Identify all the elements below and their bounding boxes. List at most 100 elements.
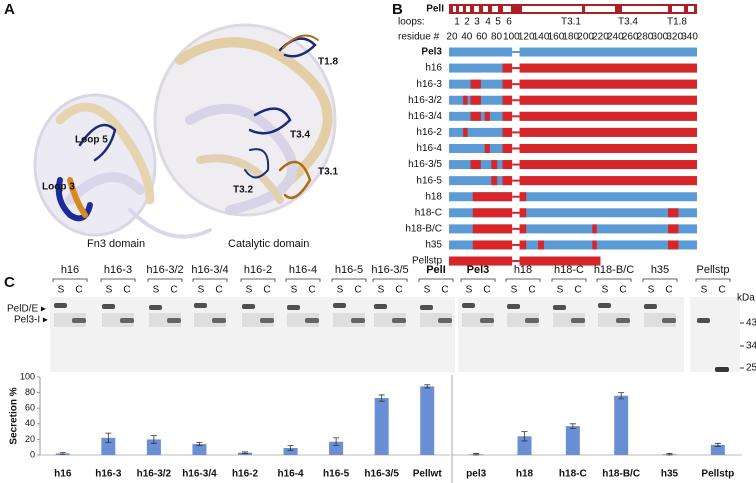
- lane-sub: S: [648, 285, 655, 296]
- y-axis-label: Secretion %: [9, 387, 20, 444]
- y-tick-label: 20: [25, 434, 35, 444]
- domain-caption: Catalytic domain: [228, 238, 309, 250]
- gel-band: [438, 318, 452, 323]
- residue-tick: 20: [446, 32, 458, 43]
- gel-band: [616, 318, 630, 323]
- y-tick-label: 60: [25, 403, 35, 413]
- pel1-segment: [472, 208, 527, 218]
- pel1-segment: [491, 160, 498, 170]
- gel-band: [260, 318, 274, 323]
- lane-sub: S: [511, 285, 518, 296]
- residue-tick: 100: [503, 32, 520, 43]
- lane-sub: C: [170, 285, 177, 296]
- panel-label: A: [4, 1, 15, 18]
- bar: [329, 441, 344, 455]
- lane-header: PelI: [426, 264, 446, 276]
- lane-sub: C: [619, 285, 626, 296]
- gel-right: [458, 297, 684, 372]
- lane-bracket: [642, 278, 678, 282]
- error-bar: [105, 432, 112, 443]
- lane-sub: S: [198, 285, 205, 296]
- region-label: T1.8: [667, 17, 687, 28]
- marker-label: 34: [746, 341, 756, 352]
- lane-bracket: [240, 278, 276, 282]
- residue-tick: 320: [666, 32, 683, 43]
- error-bar: [424, 384, 431, 389]
- error-bar: [569, 423, 576, 429]
- loop-number: 3: [474, 17, 480, 28]
- gel-smear: [553, 313, 585, 327]
- lane-bracket: [695, 278, 731, 282]
- construct-name: h16-5: [416, 175, 442, 186]
- construct-name: h16-3/2: [408, 95, 442, 106]
- pel1-segment: [470, 95, 481, 105]
- gel-band: [351, 318, 365, 323]
- construct-bar: [449, 208, 697, 218]
- gel-band: [697, 318, 710, 323]
- construct-name: h16-3/4: [408, 111, 442, 122]
- lane-header: h16-2: [244, 264, 272, 276]
- lane-sub: S: [337, 285, 344, 296]
- structure-label: T3.4: [290, 130, 310, 141]
- gel-left: [50, 297, 455, 372]
- lane-sub: S: [557, 285, 564, 296]
- bar: [192, 444, 207, 455]
- error-bar: [473, 453, 480, 456]
- gel-band: [480, 318, 494, 323]
- pel1-segment: [484, 111, 490, 121]
- pel1-segment: [470, 79, 481, 89]
- residue-tick: 200: [577, 32, 594, 43]
- category-label: h16-3/5: [364, 469, 399, 480]
- bar: [146, 439, 161, 455]
- lane-bracket: [505, 278, 541, 282]
- panel-label: C: [4, 274, 15, 291]
- category-label: h16-3/2: [137, 469, 172, 480]
- lane-header: h16-3: [104, 264, 132, 276]
- error-bar: [242, 451, 248, 454]
- residue-tick: 180: [562, 32, 579, 43]
- gel-band: [525, 318, 539, 323]
- pel1-segment: [484, 143, 490, 153]
- pel1-segment: [502, 63, 697, 73]
- gel-band: [392, 318, 406, 323]
- lane-sub: C: [308, 285, 315, 296]
- gel-band: [715, 367, 729, 372]
- structure-label: T1.8: [318, 57, 338, 68]
- bar: [101, 437, 116, 455]
- loop-number: 2: [464, 17, 470, 28]
- pel1-segment: [470, 160, 481, 170]
- error-bar: [618, 392, 625, 400]
- pel1-segment: [472, 224, 527, 234]
- gel-band: [167, 318, 181, 323]
- construct-header: PelI: [426, 4, 444, 15]
- category-label: h16: [54, 469, 72, 480]
- lane-header: h16-3/5: [371, 264, 408, 276]
- category-label: h16-4: [277, 469, 304, 480]
- bar: [614, 395, 629, 455]
- lane-bracket: [596, 278, 632, 282]
- band-label: Pel3-I ▸: [14, 315, 48, 326]
- lane-bracket: [147, 278, 183, 282]
- loop-number: 6: [506, 17, 512, 28]
- lane-sub: C: [528, 285, 535, 296]
- lane-sub: C: [75, 285, 82, 296]
- bar: [420, 386, 435, 455]
- lane-sub: S: [424, 285, 431, 296]
- construct-name: h16-2: [416, 127, 442, 138]
- region-label: T3.4: [618, 17, 638, 28]
- protein-structure: [33, 23, 337, 239]
- pel1-segment: [472, 240, 527, 250]
- lane-sub: S: [246, 285, 253, 296]
- lane-header: h18-B/C: [594, 264, 634, 276]
- gel-smear: [374, 313, 406, 327]
- domain-caption: Fn3 domain: [87, 238, 145, 250]
- gel-band: [194, 303, 207, 308]
- loop-number: 1: [454, 17, 460, 28]
- loop-number: 5: [495, 17, 501, 28]
- category-label: h16-3: [95, 469, 122, 480]
- gel-band: [662, 318, 676, 323]
- gel-band: [212, 318, 226, 323]
- gel-smear: [287, 313, 319, 327]
- gel-smear: [242, 313, 274, 327]
- bar: [517, 436, 532, 455]
